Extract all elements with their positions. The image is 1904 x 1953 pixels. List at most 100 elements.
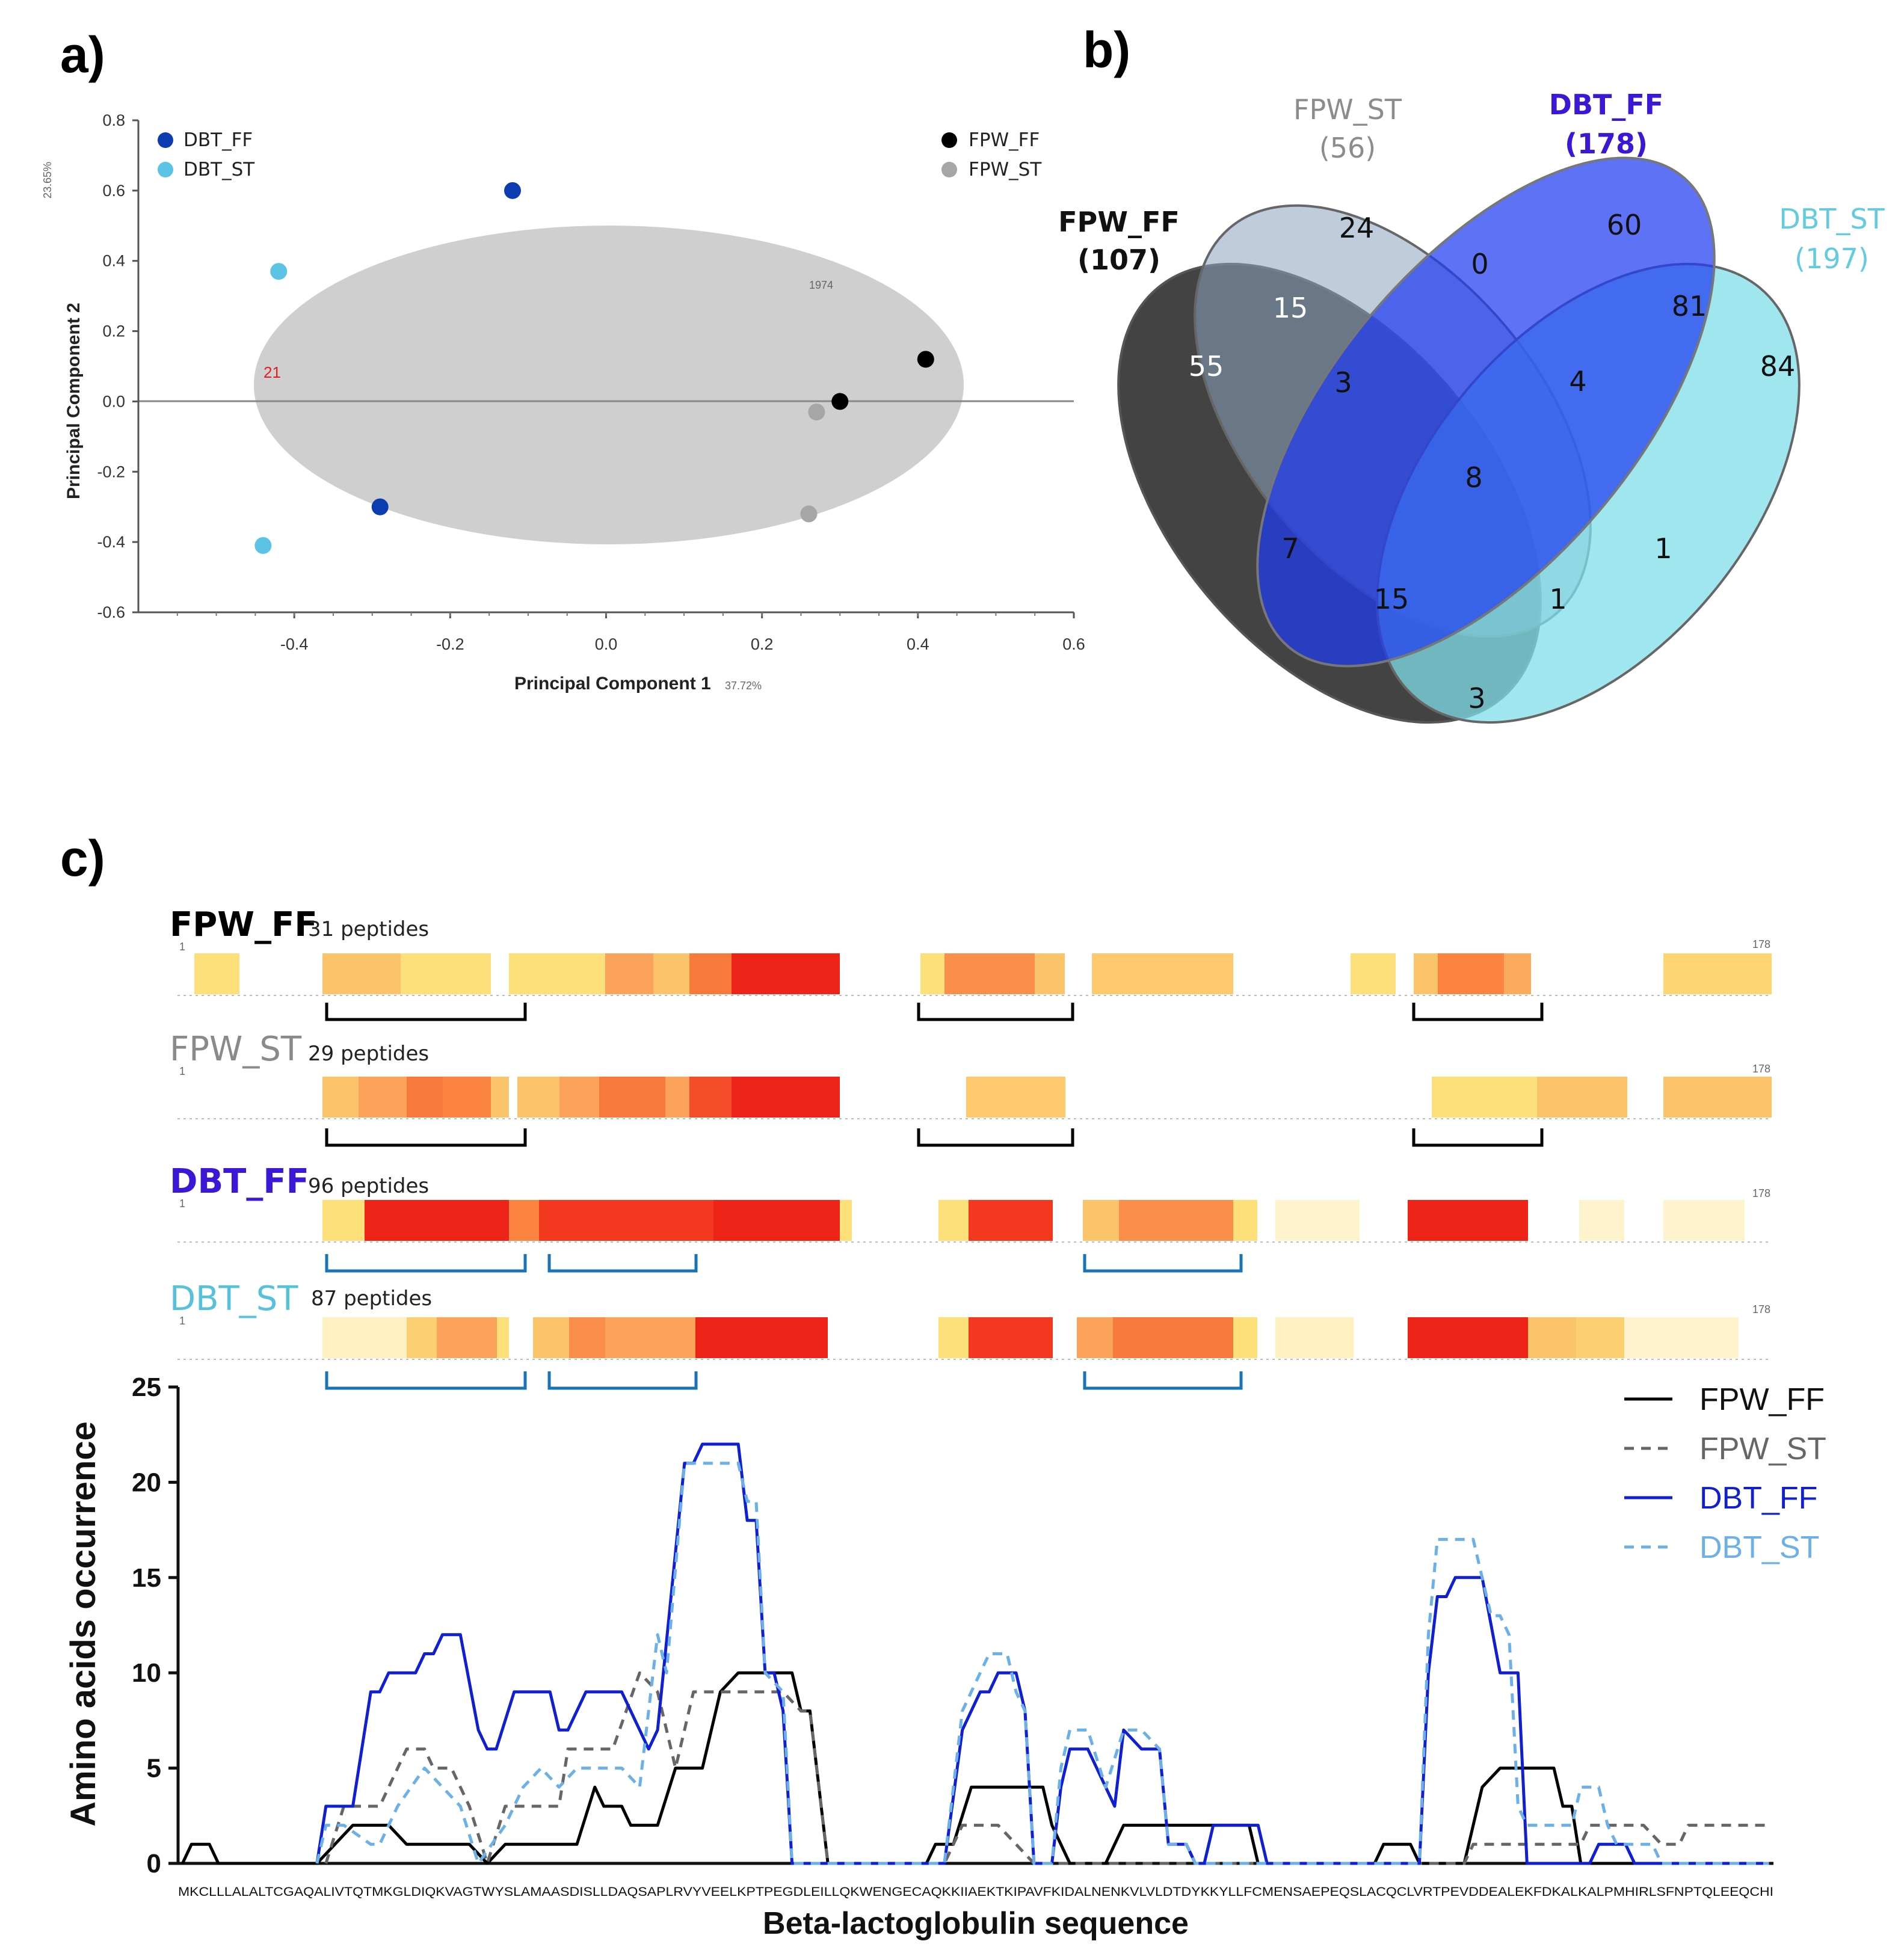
sequence-text: MKCLLLALALTCGAQALIVTQTMKGLDIQKVAGTWYSLAM…: [178, 1885, 1773, 1899]
venn-region-fpwff-fpwst: 15: [1273, 292, 1308, 324]
line-y-tick: 10: [132, 1658, 161, 1688]
track-name-dbt-ff: DBT_FF: [170, 1162, 309, 1201]
track-brackets-dbt-st: [325, 1371, 1243, 1390]
track-end-dbt-st: 178: [1752, 1303, 1770, 1315]
track-brackets-dbt-ff: [325, 1254, 1243, 1273]
series-line-fpw-st: [324, 1671, 1769, 1865]
heat-block: [1537, 1077, 1627, 1118]
track-blocks-fpw-ff: [194, 953, 1772, 994]
pca-point-dbt-st: [270, 263, 288, 280]
heat-block: [1275, 1200, 1360, 1241]
heat-block: [1275, 1317, 1354, 1358]
track-name-fpw-ff: FPW_FF: [170, 905, 318, 944]
legend-label-fpw-st: FPW_ST: [969, 159, 1042, 180]
track-count-fpw-st: 29 peptides: [308, 1042, 429, 1066]
venn-region-fpwff-dbtst: 3: [1468, 682, 1485, 715]
venn-diagram: FPW_FF (107) FPW_ST (56) DBT_FF (178) DB…: [1058, 88, 1885, 724]
heat-block: [653, 953, 689, 994]
line-y-tick: 0: [147, 1849, 161, 1878]
line-y-tick: 25: [132, 1373, 161, 1402]
pca-x-tick: -0.2: [436, 635, 464, 653]
track-start-fpw-st: 1: [179, 1065, 185, 1077]
heat-block: [689, 953, 732, 994]
bracket: [547, 1371, 698, 1390]
heat-block: [1351, 953, 1396, 994]
pca-point-dbt-st: [254, 537, 272, 554]
pca-plot: 1974 21 0.8 0.6 0.4 0.2 0.0 -0.2 -0.4 -0.6 -0.4…: [42, 111, 1085, 694]
bracket: [1412, 1003, 1544, 1021]
legend-text-fpw-st: FPW_ST: [1699, 1432, 1826, 1466]
venn-region-fpw-ff: 55: [1189, 350, 1224, 383]
track-start-dbt-st: 1: [179, 1315, 185, 1327]
legend-label-dbt-ff: DBT_FF: [183, 129, 253, 151]
heat-block: [322, 1077, 359, 1118]
heat-block: [509, 1200, 539, 1241]
venn-region-fpw-st: 24: [1339, 212, 1375, 244]
heat-block: [533, 1317, 569, 1358]
heat-block: [1624, 1317, 1739, 1358]
pca-y-tick: -0.2: [97, 463, 125, 481]
heat-block: [969, 1200, 1053, 1241]
pca-x-tick: -0.4: [280, 635, 309, 653]
heat-block: [605, 953, 653, 994]
track-count-dbt-st: 87 peptides: [311, 1287, 432, 1311]
heat-block: [1113, 1317, 1233, 1358]
loadings-cloud: [254, 226, 964, 544]
heat-block: [1092, 953, 1233, 994]
pca-y-tick: 0.4: [102, 252, 125, 270]
heat-block: [509, 953, 605, 994]
track-brackets-fpw-st: [325, 1128, 1544, 1147]
legend-text-dbt-st: DBT_ST: [1699, 1530, 1819, 1565]
legend-label-dbt-st: DBT_ST: [183, 159, 255, 180]
venn-title-dbt-st: DBT_ST: [1779, 203, 1885, 235]
venn-region-all: 8: [1465, 461, 1482, 494]
heat-block: [1408, 1317, 1528, 1358]
heat-block: [840, 1200, 852, 1241]
ellipse-label: 21: [263, 363, 281, 381]
track-count-dbt-ff: 96 peptides: [308, 1174, 429, 1198]
heat-block: [1528, 1317, 1576, 1358]
pca-y-tick: -0.4: [97, 533, 125, 551]
panel-label-a: a): [60, 26, 105, 83]
track-end-fpw-ff: 178: [1752, 938, 1770, 950]
bracket: [325, 1254, 527, 1273]
venn-region-dbt-ff: 60: [1607, 209, 1642, 241]
pca-point-fpw-st: [808, 403, 825, 420]
pca-y-tick: 0.8: [102, 111, 125, 129]
pca-point-dbt-ff: [371, 498, 389, 515]
heat-block: [322, 1200, 365, 1241]
heat-block: [1663, 953, 1772, 994]
pca-point-fpw-ff: [831, 393, 849, 410]
heat-block: [491, 1077, 509, 1118]
heat-block: [599, 1077, 665, 1118]
heat-block: [665, 1077, 689, 1118]
heat-block: [194, 953, 239, 994]
track-start-dbt-ff: 1: [179, 1198, 185, 1210]
pca-y-tick: 0.2: [102, 322, 125, 340]
legend-marker-dbt-st: [158, 162, 173, 177]
venn-count-dbt-ff: (178): [1565, 128, 1648, 160]
heat-block: [443, 1077, 491, 1118]
heat-block: [1438, 953, 1504, 994]
heat-block: [1663, 1200, 1745, 1241]
pca-point-dbt-ff: [504, 182, 521, 199]
venn-region-fpwst-dbtff: 0: [1471, 248, 1488, 280]
heat-block: [944, 953, 1035, 994]
legend-text-fpw-ff: FPW_FF: [1699, 1382, 1825, 1417]
venn-count-fpw-ff: (107): [1077, 244, 1160, 276]
heat-block: [689, 1077, 732, 1118]
pca-y-tick: 0.6: [102, 182, 125, 200]
pca-x-tick: 0.2: [751, 635, 774, 653]
line-y-tick: 20: [132, 1468, 161, 1497]
legend-marker-fpw-ff: [941, 132, 957, 148]
heat-block: [732, 953, 840, 994]
heat-block: [1035, 953, 1065, 994]
heat-block: [1083, 1200, 1119, 1241]
heat-block: [407, 1077, 443, 1118]
heat-block: [401, 953, 491, 994]
heat-block: [559, 1077, 599, 1118]
heat-block: [322, 1317, 407, 1358]
track-start-fpw-ff: 1: [179, 941, 185, 953]
venn-count-fpw-st: (56): [1319, 132, 1376, 164]
